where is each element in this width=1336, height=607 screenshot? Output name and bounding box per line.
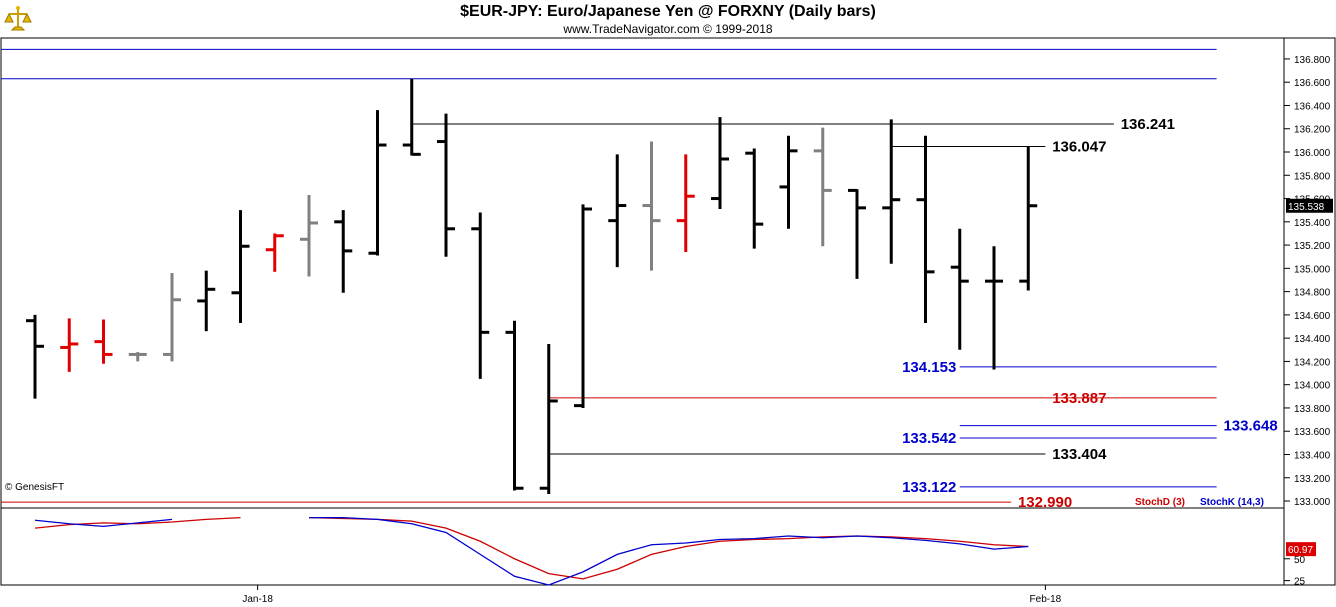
- legend-stochk: StochK (14,3): [1200, 497, 1264, 508]
- y-tick-label: 133.800: [1294, 404, 1331, 415]
- level-label: 136.047: [1052, 139, 1106, 156]
- stochk-line: [34, 518, 173, 528]
- x-tick-label: Feb-18: [1030, 594, 1062, 605]
- stoch-last-marker: [1286, 542, 1316, 557]
- level-label: 133.887: [1052, 390, 1106, 407]
- indicator-panel-frame: [0, 507, 1285, 586]
- chart-subtitle: www.TradeNavigator.com © 1999-2018: [563, 22, 773, 36]
- level-label: 133.648: [1223, 418, 1277, 435]
- level-label: 133.404: [1052, 446, 1107, 463]
- y-tick-label: 134.000: [1294, 381, 1331, 392]
- stoch-y-tick-label: 25: [1294, 577, 1306, 588]
- y-tick-label: 135.200: [1294, 241, 1331, 252]
- y-tick-label: 133.000: [1294, 497, 1331, 508]
- legend-stochd: StochD (3): [1135, 497, 1185, 508]
- y-tick-label: 134.200: [1294, 357, 1331, 368]
- level-label: 136.241: [1121, 116, 1175, 133]
- level-label: 132.990: [1018, 494, 1072, 511]
- y-tick-label: 135.800: [1294, 171, 1331, 182]
- y-tick-label: 134.400: [1294, 334, 1331, 345]
- y-tick-label: 133.400: [1294, 450, 1331, 461]
- chart-title: $EUR-JPY: Euro/Japanese Yen @ FORXNY (Da…: [460, 3, 876, 20]
- y-tick-label: 134.800: [1294, 288, 1331, 299]
- price-panel-frame: [0, 37, 1285, 509]
- y-tick-label: 135.400: [1294, 218, 1331, 229]
- x-tick-label: Jan-18: [242, 594, 273, 605]
- stoch-y-tick-label: 50: [1294, 555, 1306, 566]
- last-price-label: 135.538: [1288, 202, 1325, 213]
- y-tick-label: 136.200: [1294, 125, 1331, 136]
- level-label: 134.153: [902, 359, 956, 376]
- y-tick-label: 136.400: [1294, 101, 1331, 112]
- trade-navigator-logo-icon: [3, 4, 33, 34]
- y-tick-label: 133.600: [1294, 427, 1331, 438]
- y-tick-label: 134.600: [1294, 311, 1331, 322]
- genesis-credit: © GenesisFT: [5, 482, 65, 493]
- y-tick-label: 136.000: [1294, 148, 1331, 159]
- y-tick-label: 136.800: [1294, 55, 1331, 66]
- level-label: 133.122: [902, 479, 956, 496]
- y-tick-label: 136.600: [1294, 78, 1331, 89]
- level-label: 133.542: [902, 430, 956, 447]
- stoch-last-label: 60.97: [1288, 545, 1313, 556]
- stochd-line: [34, 516, 241, 529]
- stochd-line: [308, 516, 1029, 580]
- x-axis-frame: [1, 585, 1284, 605]
- y-axis-frame: [1283, 37, 1336, 586]
- y-tick-label: 133.200: [1294, 474, 1331, 485]
- last-price-marker: [1286, 198, 1333, 213]
- stochk-line: [309, 516, 1029, 586]
- y-tick-label: 135.000: [1294, 264, 1331, 275]
